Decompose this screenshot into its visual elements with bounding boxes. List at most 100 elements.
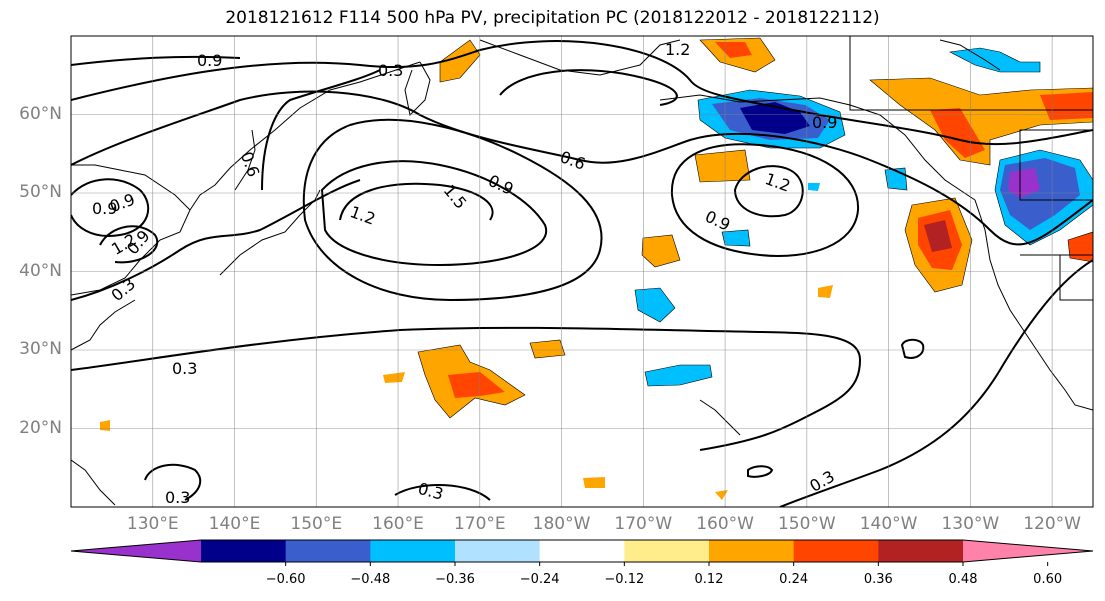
coastlines: [71, 36, 1093, 506]
colorbar-tick-label: 0.36: [863, 572, 893, 587]
pv-contours: [71, 40, 1093, 507]
precip-area: [439, 39, 481, 83]
colorbar-tick-label: 0.48: [948, 572, 978, 587]
precip-area: [930, 108, 985, 158]
precip-area: [949, 47, 1041, 73]
lon-label: 160°W: [696, 514, 754, 534]
colorbar-segment: [285, 540, 371, 562]
colorbar-extend-high: [963, 540, 1093, 562]
colorbar-tick-label: −0.36: [435, 572, 475, 587]
colorbar-outline: [70, 539, 1094, 563]
lon-label: 140°E: [208, 514, 261, 534]
precip-area: [808, 183, 820, 191]
coastline: [1059, 255, 1093, 301]
colorbar-segment: [624, 540, 710, 562]
colorbar-segment: [878, 540, 964, 562]
colorbar-segment: [201, 540, 287, 562]
pv-contour: [71, 178, 150, 237]
contour-label: 0.3: [378, 61, 403, 80]
colorbar-tick-label: −0.48: [350, 572, 391, 587]
lat-label: 40°N: [19, 260, 62, 281]
pv-contour: [779, 259, 1093, 507]
colorbar-tick-label: −0.60: [265, 572, 306, 587]
coastline: [939, 39, 1001, 71]
pv-contour: [99, 225, 159, 264]
pv-contour: [394, 483, 491, 501]
coastline: [849, 36, 1093, 111]
colorbar-segment: [793, 540, 879, 562]
contour-label: 0.9: [812, 113, 837, 132]
pv-contour: [71, 326, 862, 451]
coastline: [71, 299, 136, 351]
precip-area: [818, 285, 833, 298]
colorbar-extend-low: [71, 540, 201, 562]
colorbar-tick-label: −0.24: [519, 572, 560, 587]
precip-area: [694, 149, 751, 183]
coastline: [71, 459, 116, 506]
lon-label: 150°E: [290, 514, 343, 534]
lon-label: 120°W: [1023, 514, 1081, 534]
grid-lines: [71, 36, 1093, 507]
coastline: [404, 61, 431, 117]
contour-label: 1.2: [665, 40, 690, 59]
pv-contour: [71, 40, 1093, 146]
precip-area: [1040, 92, 1093, 120]
coastline: [189, 61, 421, 211]
contour-label: 0.3: [172, 359, 197, 378]
pv-contour: [747, 465, 774, 478]
lon-label: 150°W: [777, 514, 836, 534]
precip-area: [529, 339, 566, 359]
precip-area: [634, 287, 676, 323]
coastline: [234, 129, 256, 191]
coastline: [479, 39, 681, 76]
pv-contour: [71, 90, 1093, 246]
contour-label: 0.9: [92, 199, 117, 218]
lon-label: 180°W: [532, 514, 591, 534]
pv-contour: [900, 338, 925, 359]
pv-contour: [261, 69, 381, 191]
colorbar: [70, 539, 1094, 566]
map-plot: 0.9 0.3 1.2 0.6 0.9 0.9 1.2 0.6 0.3 0.9 …: [71, 36, 1093, 507]
contour-label: 0.3: [165, 488, 190, 507]
colorbar-segment: [455, 540, 541, 562]
coastline: [71, 164, 191, 296]
pv-contour: [71, 179, 361, 301]
colorbar-tick-label: 0.12: [694, 572, 724, 587]
pv-contour: [144, 463, 202, 501]
colorbar-tick-label: −0.12: [604, 572, 645, 587]
lon-label: 130°W: [941, 514, 1000, 534]
lat-label: 50°N: [19, 182, 62, 202]
precip-area: [869, 77, 1093, 166]
lon-label: 170°E: [453, 514, 506, 534]
pv-contour: [71, 55, 241, 66]
colorbar-tick-label: 0.60: [1033, 572, 1063, 587]
colorbar-tick-label: 0.24: [779, 572, 809, 587]
precip-area: [583, 477, 605, 488]
colorbar-segment: [370, 540, 456, 562]
colorbar-segment: [709, 540, 795, 562]
precip-area: [721, 229, 751, 247]
lat-label: 20°N: [19, 417, 62, 438]
pv-contour: [670, 143, 860, 257]
lon-label: 140°W: [859, 514, 918, 534]
precip-area: [715, 490, 728, 500]
lat-label: 30°N: [19, 339, 62, 359]
pv-contour: [733, 165, 804, 218]
lon-label: 160°E: [372, 514, 424, 534]
precip-area: [641, 234, 681, 268]
lat-label: 60°N: [19, 103, 62, 124]
coastline: [699, 399, 741, 436]
pv-contour: [499, 69, 678, 106]
lon-label: 130°E: [126, 514, 179, 534]
precip-area: [644, 364, 713, 387]
precip-area: [715, 42, 752, 58]
precip-area: [383, 372, 405, 383]
coastline: [1019, 129, 1093, 201]
map-title: 2018121612 F114 500 hPa PV, precipitatio…: [225, 8, 880, 28]
pv-contour: [302, 118, 603, 302]
precip-shading: [100, 37, 1093, 500]
coastline: [974, 199, 1093, 411]
precip-area: [1008, 168, 1040, 198]
lon-label: 170°W: [614, 514, 673, 534]
